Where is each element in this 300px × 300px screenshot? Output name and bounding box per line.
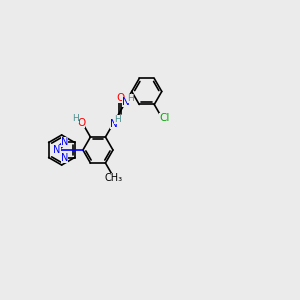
Text: H: H [72,114,79,123]
Text: N: N [61,153,68,164]
Text: N: N [53,145,60,155]
Text: O: O [77,118,85,128]
Text: N: N [122,97,130,107]
Text: N: N [61,136,68,147]
Text: N: N [53,145,60,155]
Text: Cl: Cl [159,113,169,123]
Text: O: O [116,92,124,103]
Text: H: H [114,115,121,124]
Text: CH₃: CH₃ [105,173,123,183]
Text: N: N [110,118,118,129]
Text: H: H [127,94,134,103]
